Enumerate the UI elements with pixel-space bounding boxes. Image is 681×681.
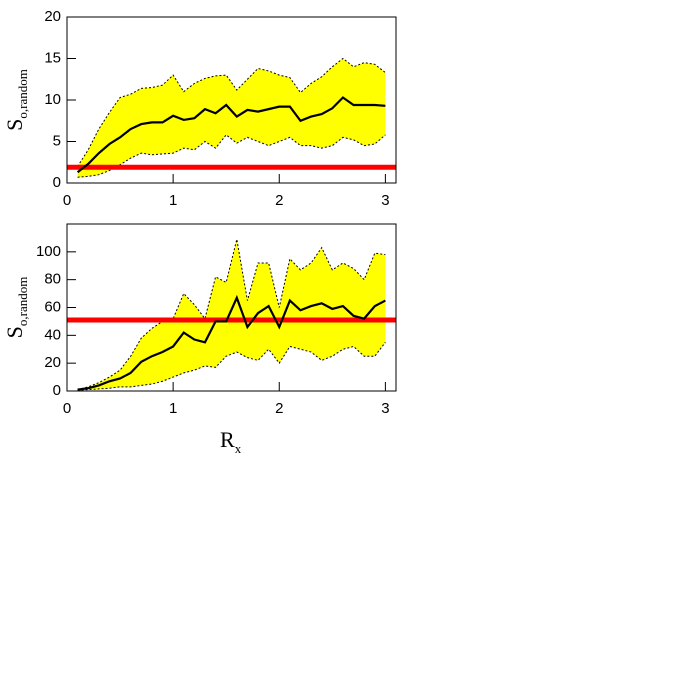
x-tick-label: 2 xyxy=(275,400,283,417)
band-edge xyxy=(77,239,386,391)
band xyxy=(77,58,386,178)
y-tick-label: 40 xyxy=(44,326,61,343)
y-tick-label: 20 xyxy=(44,8,61,25)
y-tick-label: 0 xyxy=(53,382,61,399)
x-tick-label: 1 xyxy=(169,400,177,417)
y-tick-label: 100 xyxy=(36,243,61,260)
y-tick-label: 0 xyxy=(53,174,61,191)
y-tick-label: 15 xyxy=(44,49,61,66)
y-tick-label: 20 xyxy=(44,354,61,371)
y-axis-label: So,random xyxy=(2,277,30,339)
x-tick-label: 3 xyxy=(381,192,389,209)
x-axis-label-main: R xyxy=(220,427,235,452)
band-edge xyxy=(77,134,386,178)
y-tick-label: 5 xyxy=(53,132,61,149)
y-tick-label: 10 xyxy=(44,91,61,108)
y-axis-label-main: S xyxy=(2,119,27,131)
y-axis-label-sub: o,random xyxy=(15,69,30,118)
y-axis-label: So,random xyxy=(2,69,30,131)
median-line xyxy=(76,96,386,174)
median-line xyxy=(77,294,386,391)
y-tick-label: 80 xyxy=(44,271,61,288)
x-tick-label: 2 xyxy=(275,192,283,209)
x-tick-label: 0 xyxy=(63,192,71,209)
x-tick-label: 1 xyxy=(169,192,177,209)
y-axis-label-sub: o,random xyxy=(15,277,30,326)
y-tick-label: 60 xyxy=(44,298,61,315)
x-axis-label-sub: x xyxy=(235,441,242,456)
x-tick-label: 0 xyxy=(63,400,71,417)
band xyxy=(77,239,386,391)
x-tick-label: 3 xyxy=(381,400,389,417)
y-axis-label-main: S xyxy=(2,326,27,338)
x-axis-label: Rx xyxy=(220,427,242,456)
band-edge xyxy=(77,341,386,391)
